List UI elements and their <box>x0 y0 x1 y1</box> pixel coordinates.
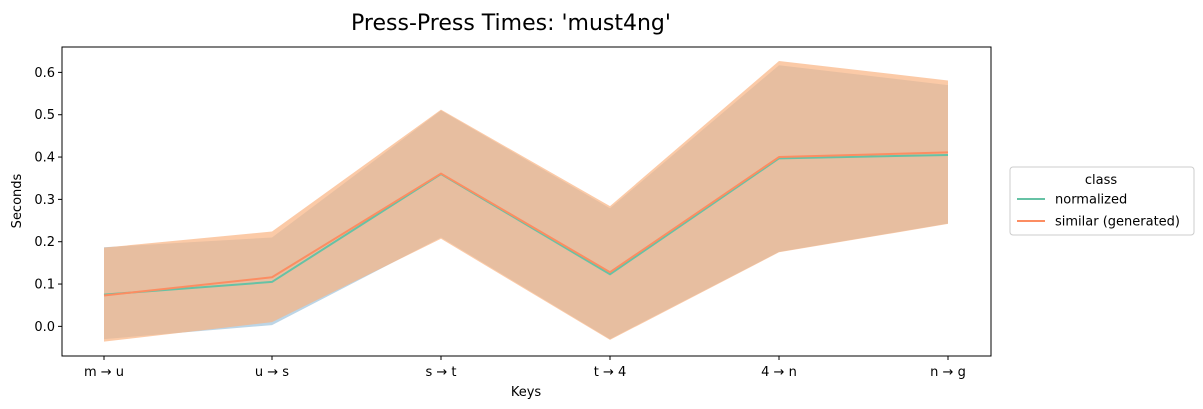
x-tick-label: n → g <box>930 365 966 380</box>
legend-title: class <box>1085 173 1117 188</box>
chart-title: Press-Press Times: 'must4ng' <box>351 11 671 36</box>
y-tick-label: 0.5 <box>34 108 55 123</box>
legend: class normalized similar (generated) <box>1010 167 1194 235</box>
y-tick-label: 0.6 <box>34 66 55 81</box>
y-tick-label: 0.1 <box>34 278 55 293</box>
x-tick-label: s → t <box>425 365 456 380</box>
x-tick-label: t → 4 <box>594 365 627 380</box>
y-axis: 0.0 0.1 0.2 0.3 0.4 0.5 0.6 <box>34 66 62 335</box>
y-tick-label: 0.4 <box>34 151 55 166</box>
x-tick-label: 4 → n <box>761 365 797 380</box>
x-tick-label: m → u <box>84 365 124 380</box>
legend-label: similar (generated) <box>1055 215 1180 230</box>
confidence-bands <box>104 61 948 342</box>
legend-label: normalized <box>1055 193 1127 208</box>
x-axis-label: Keys <box>511 385 542 400</box>
y-tick-label: 0.3 <box>34 193 55 208</box>
y-tick-label: 0.0 <box>34 320 55 335</box>
x-tick-label: u → s <box>255 365 289 380</box>
y-axis-label: Seconds <box>10 173 25 228</box>
x-axis: m → u u → s s → t t → 4 4 → n n → g <box>84 356 966 380</box>
y-tick-label: 0.2 <box>34 235 55 250</box>
band-similar-generated- <box>104 61 948 342</box>
